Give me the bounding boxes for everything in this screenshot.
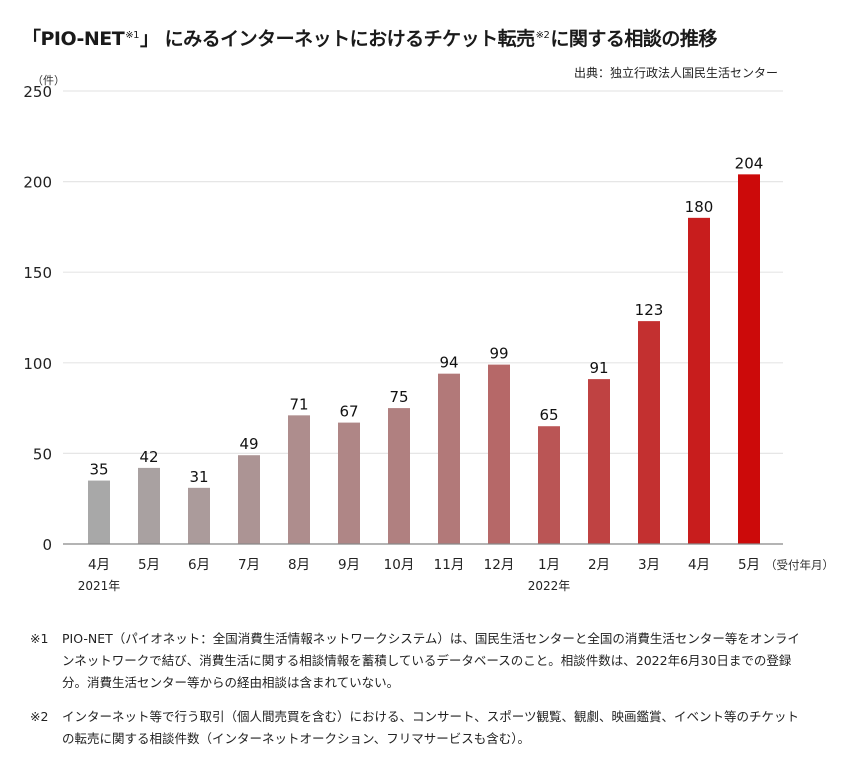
bars <box>88 174 760 545</box>
footnote-text: インターネット等で行う取引（個人間売買を含む）における、コンサート、スポーツ観覧… <box>62 709 800 746</box>
title-footnote-2: ※2 <box>535 30 550 41</box>
data-label: 123 <box>635 301 664 319</box>
bar <box>588 379 610 544</box>
data-label: 49 <box>239 435 258 453</box>
y-tick-label: 0 <box>42 536 52 554</box>
bar <box>638 321 660 544</box>
bar <box>388 408 410 544</box>
footnote-text: PIO-NET（パイオネット：全国消費生活情報ネットワークシステム）は、国民生活… <box>62 631 800 690</box>
data-label: 35 <box>89 461 108 479</box>
y-tick-label: 100 <box>23 355 52 373</box>
data-label: 75 <box>389 388 408 406</box>
x-tick-label: 6月 <box>188 557 210 573</box>
chart-title: 「PIO-NET※1」 にみるインターネットにおけるチケット転売※2に関する相談… <box>22 24 717 51</box>
bar <box>188 487 210 544</box>
title-text-2: 」 にみるインターネットにおけるチケット転売 <box>139 28 535 50</box>
bar <box>738 174 760 545</box>
bar <box>138 467 160 544</box>
data-labels: 35 42 31 49 71 67 75 94 99 65 91 123 180 204 <box>89 154 763 485</box>
x-axis-label: （受付年月） <box>765 558 834 572</box>
source-label: 出典：独立行政法人国民生活センター <box>573 66 778 80</box>
y-tick-label: 150 <box>23 264 52 282</box>
x-tick-label: 1月 <box>538 557 560 573</box>
gridlines <box>63 90 783 454</box>
footnote-2: ※2 インターネット等で行う取引（個人間売買を含む）における、コンサート、スポー… <box>30 706 802 750</box>
year-label: 2021年 <box>78 579 121 593</box>
footnote-mark: ※2 <box>30 709 49 724</box>
x-tick-label: 2月 <box>588 557 610 573</box>
title-text-3: に関する相談の推移 <box>550 28 717 50</box>
year-label: 2022年 <box>528 579 571 593</box>
y-tick-label: 200 <box>23 174 52 192</box>
bar <box>538 426 560 544</box>
x-tick-label: 10月 <box>384 557 415 573</box>
bar <box>238 455 260 544</box>
y-axis-ticks: 0 50 100 150 200 250 <box>23 83 52 554</box>
data-label: 71 <box>289 395 308 413</box>
data-label: 67 <box>339 403 358 421</box>
x-axis-ticks: 4月 5月 6月 7月 8月 9月 10月 11月 12月 1月 2月 3月 4月 5月 2021年 2022… <box>78 557 760 593</box>
footnote-1: ※1 PIO-NET（パイオネット：全国消費生活情報ネットワークシステム）は、国… <box>30 628 802 694</box>
data-label: 65 <box>539 406 558 424</box>
title-text-1: 「PIO-NET <box>22 28 125 50</box>
data-label: 99 <box>489 345 508 363</box>
data-label: 91 <box>589 359 608 377</box>
bar <box>338 422 360 544</box>
x-tick-label: 9月 <box>338 557 360 573</box>
y-tick-label: 50 <box>33 445 52 463</box>
bar <box>438 373 460 544</box>
x-tick-label: 5月 <box>138 557 160 573</box>
x-tick-label: 4月 <box>88 557 110 573</box>
footnote-mark: ※1 <box>30 631 49 646</box>
x-tick-label: 7月 <box>238 557 260 573</box>
bar <box>688 217 710 544</box>
x-tick-label: 12月 <box>484 557 515 573</box>
title-footnote-1: ※1 <box>125 30 139 41</box>
data-label: 180 <box>685 198 714 216</box>
y-tick-label: 250 <box>23 83 52 101</box>
bar <box>488 364 510 544</box>
data-label: 31 <box>189 468 208 486</box>
data-label: 204 <box>735 154 764 172</box>
data-label: 94 <box>439 354 458 372</box>
x-tick-label: 8月 <box>288 557 310 573</box>
footnotes: ※1 PIO-NET（パイオネット：全国消費生活情報ネットワークシステム）は、国… <box>30 628 802 750</box>
x-tick-label: 4月 <box>688 557 710 573</box>
y-axis-unit: （件） <box>32 74 65 87</box>
bar <box>88 480 110 544</box>
bar <box>288 415 310 544</box>
x-tick-label: 11月 <box>434 557 465 573</box>
bar-chart: 0 50 100 150 200 250 35 42 31 49 71 67 75 94 99 65 91 12… <box>23 83 834 593</box>
x-tick-label: 5月 <box>738 557 760 573</box>
x-tick-label: 3月 <box>638 557 660 573</box>
data-label: 42 <box>139 448 158 466</box>
